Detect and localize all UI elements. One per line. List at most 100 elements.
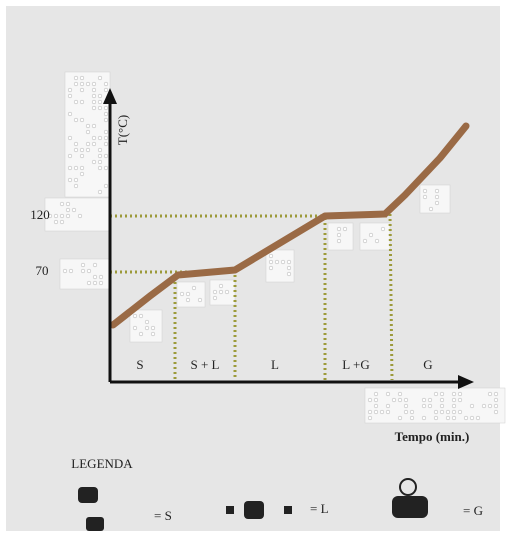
braille-dot bbox=[363, 239, 367, 243]
braille-dot bbox=[374, 392, 378, 396]
braille-dot bbox=[80, 172, 84, 176]
braille-dot bbox=[452, 392, 456, 396]
braille-dot bbox=[435, 189, 439, 193]
braille-dot bbox=[446, 416, 450, 420]
braille-dot bbox=[458, 410, 462, 414]
braille-dot bbox=[92, 88, 96, 92]
braille-dot bbox=[337, 227, 341, 231]
braille-dot bbox=[145, 326, 149, 330]
braille-dot bbox=[470, 416, 474, 420]
braille-dot bbox=[104, 154, 108, 158]
braille-dot bbox=[269, 266, 273, 270]
braille-dot bbox=[63, 269, 67, 273]
braille-dot bbox=[368, 416, 372, 420]
braille-dot bbox=[66, 202, 70, 206]
braille-dot bbox=[392, 398, 396, 402]
braille-dot bbox=[139, 332, 143, 336]
braille-dot bbox=[213, 296, 217, 300]
braille-dot bbox=[86, 130, 90, 134]
braille-dot bbox=[81, 269, 85, 273]
braille-dot bbox=[488, 404, 492, 408]
braille-dot bbox=[80, 82, 84, 86]
braille-dot bbox=[287, 260, 291, 264]
braille-dot bbox=[343, 227, 347, 231]
braille-dot bbox=[422, 416, 426, 420]
braille-dot bbox=[72, 208, 76, 212]
braille-dot bbox=[386, 392, 390, 396]
braille-dot bbox=[80, 148, 84, 152]
braille-dot bbox=[494, 398, 498, 402]
braille-dot bbox=[133, 326, 137, 330]
braille-dot bbox=[92, 100, 96, 104]
braille-dot bbox=[86, 124, 90, 128]
braille-dot bbox=[98, 154, 102, 158]
braille-dot bbox=[66, 208, 70, 212]
braille-dot bbox=[54, 220, 58, 224]
braille-dot bbox=[68, 178, 72, 182]
braille-dot bbox=[98, 190, 102, 194]
braille-dot bbox=[98, 94, 102, 98]
braille-dot bbox=[446, 410, 450, 414]
phase-label: L bbox=[271, 357, 279, 372]
braille-dot bbox=[93, 281, 97, 285]
braille-dot bbox=[275, 260, 279, 264]
braille-dot bbox=[488, 392, 492, 396]
braille-dot bbox=[374, 398, 378, 402]
braille-dot bbox=[337, 239, 341, 243]
braille-dot bbox=[219, 290, 223, 294]
braille-dot bbox=[92, 136, 96, 140]
braille-dot bbox=[86, 148, 90, 152]
braille-dot bbox=[269, 260, 273, 264]
braille-dot bbox=[494, 404, 498, 408]
braille-dot bbox=[213, 290, 217, 294]
braille-dot bbox=[435, 201, 439, 205]
braille-dot bbox=[422, 398, 426, 402]
y-axis-label: T(°C) bbox=[115, 115, 130, 145]
braille-dot bbox=[80, 76, 84, 80]
braille-dot bbox=[86, 82, 90, 86]
legend-item: = G bbox=[463, 503, 483, 518]
braille-dot bbox=[74, 100, 78, 104]
braille-dot bbox=[482, 404, 486, 408]
braille-dot bbox=[92, 106, 96, 110]
braille-dot bbox=[435, 195, 439, 199]
braille-dot bbox=[470, 404, 474, 408]
braille-dot bbox=[440, 392, 444, 396]
braille-dot bbox=[380, 410, 384, 414]
braille-dot bbox=[133, 314, 137, 318]
braille-dot bbox=[186, 292, 190, 296]
braille-dot bbox=[99, 275, 103, 279]
braille-dot bbox=[368, 398, 372, 402]
braille-dot bbox=[104, 184, 108, 188]
braille-dot bbox=[381, 227, 385, 231]
braille-dot bbox=[369, 233, 373, 237]
braille-dot bbox=[74, 82, 78, 86]
braille-dot bbox=[186, 298, 190, 302]
braille-dot bbox=[104, 166, 108, 170]
braille-dot bbox=[434, 392, 438, 396]
braille-dot bbox=[98, 100, 102, 104]
braille-dot bbox=[92, 142, 96, 146]
braille-dot bbox=[375, 239, 379, 243]
braille-dot bbox=[74, 142, 78, 146]
phase-label: S + L bbox=[190, 357, 219, 372]
braille-dot bbox=[104, 142, 108, 146]
braille-dot bbox=[458, 392, 462, 396]
tactile-chart: T(°C) 120 70 S S + L L L +G G Tempo (min… bbox=[0, 0, 506, 537]
y-tick-label: 70 bbox=[36, 263, 49, 278]
braille-dot bbox=[104, 136, 108, 140]
braille-dot bbox=[452, 398, 456, 402]
braille-dot bbox=[225, 290, 229, 294]
braille-dot bbox=[68, 112, 72, 116]
braille-dot bbox=[80, 166, 84, 170]
braille-dot bbox=[104, 106, 108, 110]
braille-dot bbox=[74, 76, 78, 80]
braille-dot bbox=[428, 404, 432, 408]
braille-dot bbox=[398, 398, 402, 402]
phase-label: L +G bbox=[342, 357, 369, 372]
braille-dot bbox=[98, 148, 102, 152]
braille-dot bbox=[68, 166, 72, 170]
braille-dot bbox=[434, 416, 438, 420]
braille-dot bbox=[87, 269, 91, 273]
braille-dot bbox=[104, 82, 108, 86]
